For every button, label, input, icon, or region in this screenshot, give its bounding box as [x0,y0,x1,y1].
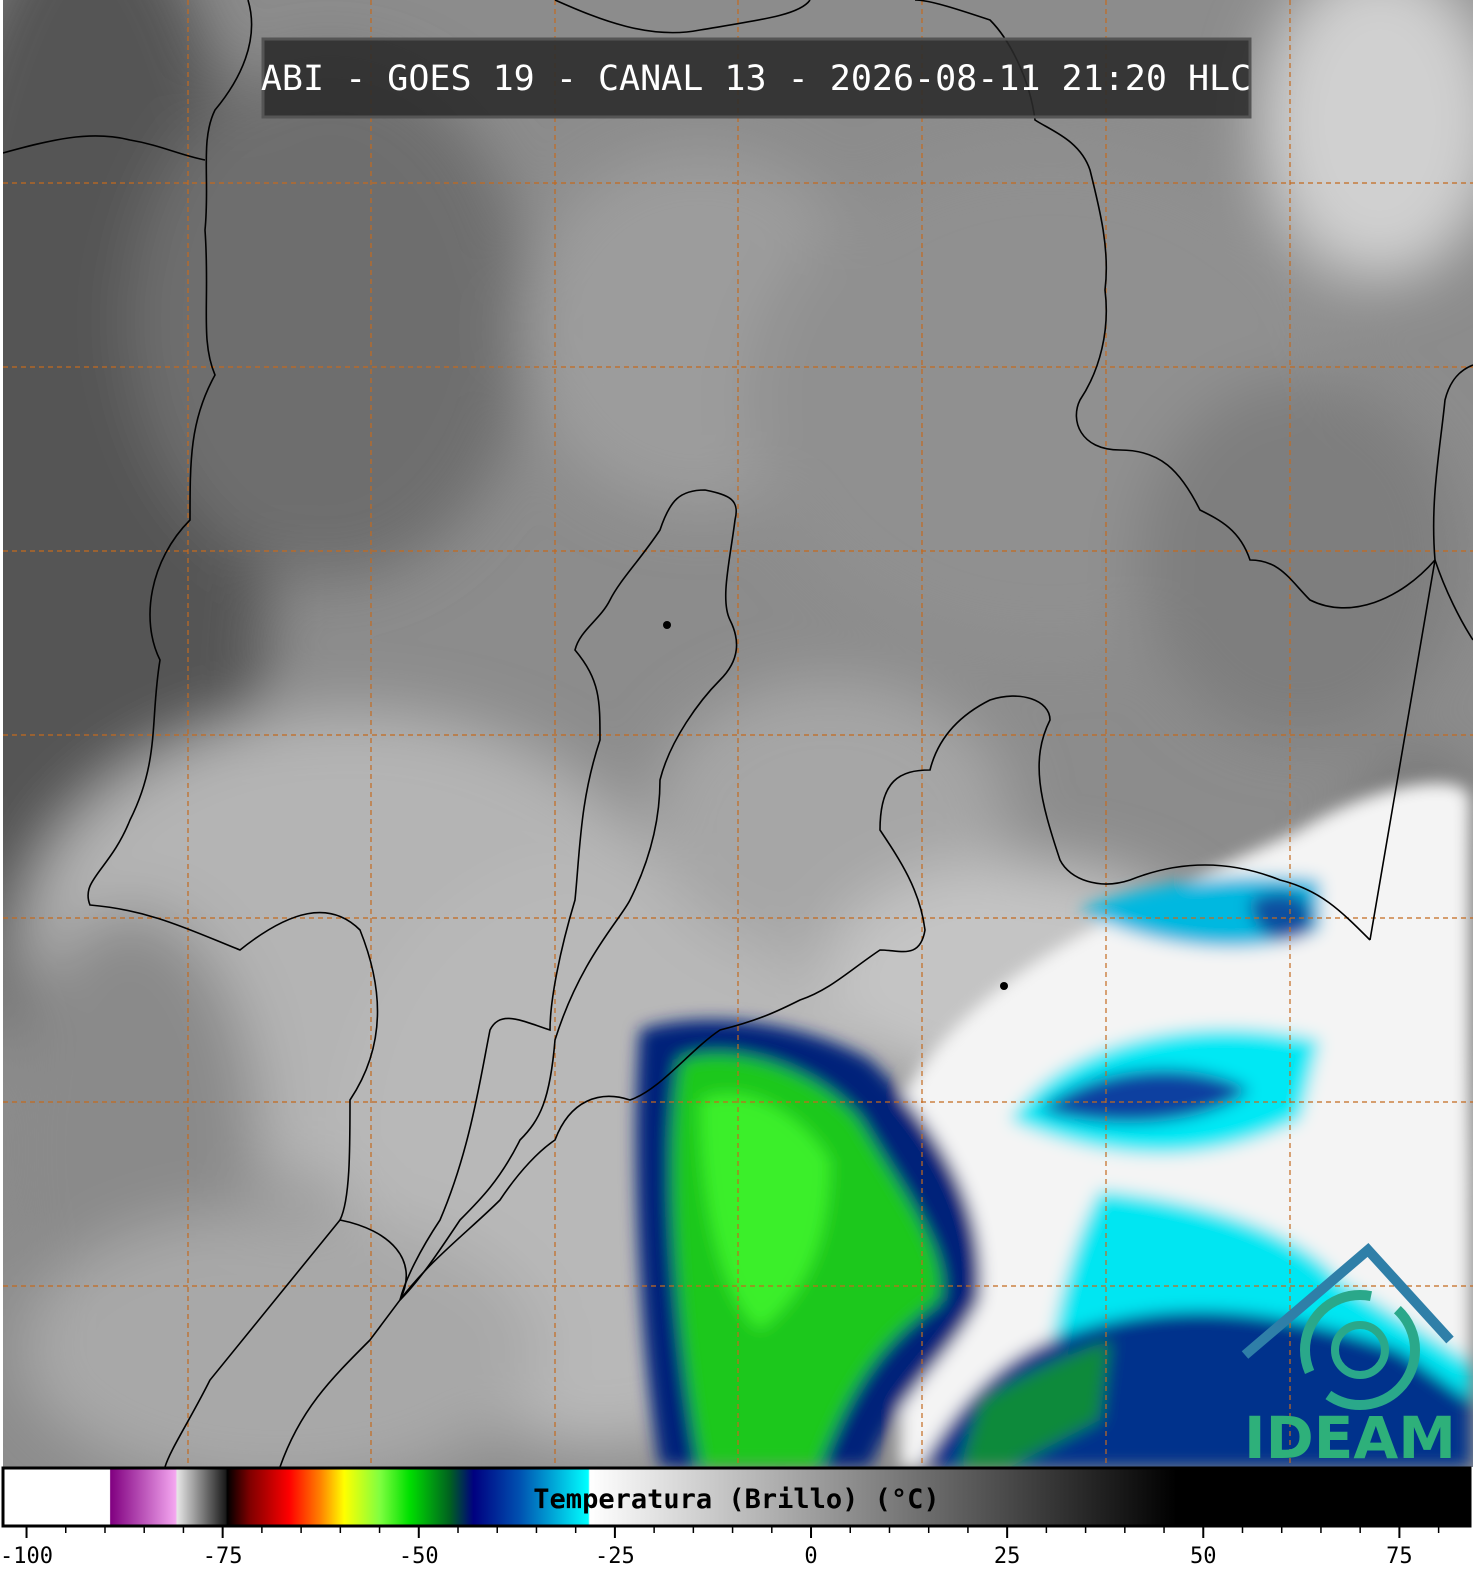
tick-label: 75 [1386,1544,1413,1569]
title: ABI - GOES 19 - CANAL 13 - 2026-08-11 21… [261,59,1251,99]
colorbar-label: Temperatura (Brillo) (°C) [533,1484,939,1515]
tick-label: -100 [0,1544,53,1569]
colorbar: Temperatura (Brillo) (°C) -100 -75 -50 -25 0 2… [0,1466,1472,1569]
title-box [261,37,1252,119]
tick-label: -75 [203,1544,243,1569]
tick-label: 0 [804,1544,817,1569]
tick-label: -50 [399,1544,439,1569]
tick-label: 50 [1190,1544,1217,1569]
map: IDEAM ABI - GOES 19 - CANAL 13 - 2026-08… [3,0,1473,1472]
graticule [3,0,1473,1467]
colorbar-ramp [1,1466,1472,1528]
tick-label: 25 [994,1544,1021,1569]
logo-text: IDEAM [1244,1404,1456,1472]
logo: IDEAM [1241,1243,1456,1472]
tick-label: -25 [595,1544,635,1569]
